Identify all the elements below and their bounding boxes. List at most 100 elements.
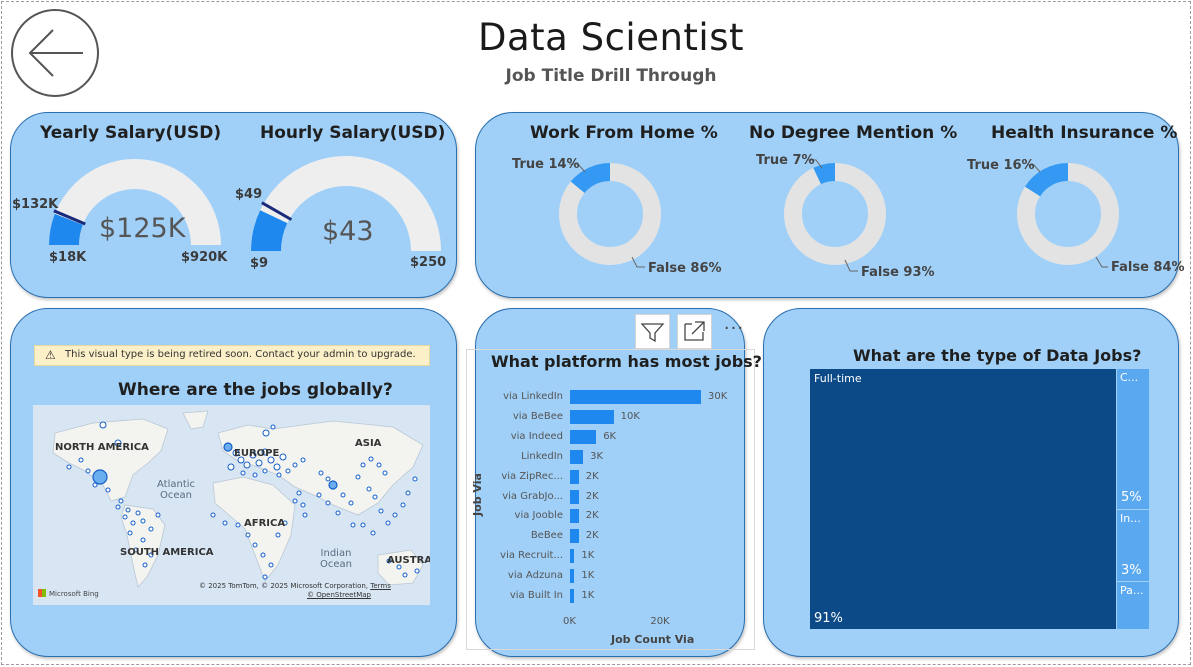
focus-mode-icon	[684, 321, 705, 341]
bar[interactable]	[570, 469, 579, 484]
job-location-marker	[252, 472, 258, 478]
bar-value-label: 30K	[708, 391, 728, 402]
job-location-marker	[249, 451, 257, 459]
treemap-block-part-time[interactable]: Pa...	[1117, 582, 1149, 629]
filter-icon	[640, 323, 665, 343]
bar[interactable]	[570, 429, 597, 444]
bar[interactable]	[570, 549, 575, 564]
job-location-marker	[282, 520, 288, 526]
bar-category-label: LinkedIn	[521, 450, 563, 462]
bar-category-label: via LinkedIn	[503, 391, 563, 402]
job-location-marker	[262, 574, 268, 580]
job-location-marker	[245, 532, 251, 538]
job-location-marker	[402, 572, 408, 578]
job-location-marker	[270, 424, 276, 430]
retirement-warning-text: This visual type is being retired soon. …	[65, 349, 416, 360]
world-landmass	[52, 410, 424, 588]
job-location-marker	[140, 518, 146, 524]
job-location-marker	[115, 504, 121, 510]
bar-category-label: via GrabJo...	[502, 490, 563, 502]
job-location-marker	[385, 520, 391, 526]
job-location-marker	[243, 461, 251, 469]
job-location-marker	[378, 508, 384, 514]
job-location-marker	[400, 502, 406, 508]
job-location-marker	[300, 457, 306, 463]
bar-value-label: 2K	[585, 490, 599, 502]
hourly-max-label: $250	[410, 255, 447, 270]
work-from-home-donut[interactable]	[558, 162, 662, 266]
bar[interactable]	[570, 409, 614, 424]
treemap-block-contractor[interactable]: C... 5%	[1117, 369, 1149, 509]
job-location-marker	[268, 562, 274, 568]
job-location-marker	[135, 510, 141, 516]
bar[interactable]	[570, 589, 575, 603]
bar[interactable]	[570, 569, 575, 584]
job-location-marker	[210, 512, 216, 518]
bar[interactable]	[570, 489, 579, 504]
donut-true-slice-1	[813, 163, 836, 185]
back-button[interactable]	[11, 9, 99, 97]
job-location-marker	[328, 480, 338, 490]
job-location-marker	[122, 514, 128, 520]
yearly-salary-title: Yearly Salary(USD)	[40, 123, 222, 143]
job-location-marker	[318, 470, 324, 476]
map-attribution: © 2025 TomTom, © 2025 Microsoft Corporat…	[199, 582, 391, 590]
job-location-marker	[125, 507, 131, 513]
treemap-label-internship: In...	[1120, 512, 1141, 525]
bar[interactable]	[570, 509, 579, 524]
job-location-marker	[325, 476, 331, 482]
job-location-marker	[279, 453, 287, 461]
job-location-marker	[360, 522, 366, 528]
health-insurance-donut[interactable]	[1016, 162, 1120, 266]
focus-mode-button[interactable]	[677, 314, 712, 349]
job-location-marker	[348, 500, 354, 506]
filter-button[interactable]	[635, 314, 670, 349]
bar-value-label: 1K	[581, 590, 595, 601]
retirement-warning: ⚠ This visual type is being retired soon…	[34, 345, 430, 366]
bar[interactable]	[570, 529, 579, 544]
job-location-marker	[262, 468, 268, 474]
job-location-marker	[66, 464, 72, 470]
job-location-marker	[412, 476, 418, 482]
ocean-label-atlantic: Atlantic Ocean	[156, 479, 196, 501]
continent-label-aus: AUSTRA	[387, 555, 430, 566]
continent-label-na: NORTH AMERICA	[55, 442, 149, 453]
job-location-marker	[392, 512, 398, 518]
bar[interactable]	[570, 390, 701, 404]
jobs-world-map[interactable]: NORTH AMERICA EUROPE ASIA AFRICA SOUTH A…	[33, 405, 430, 605]
platform-card	[475, 308, 745, 657]
treemap-block-full-time[interactable]: Full-time 91%	[810, 369, 1116, 629]
yearly-salary-gauge[interactable]	[40, 145, 230, 255]
terms-link[interactable]: Terms	[370, 582, 391, 590]
treemap-block-internship[interactable]: In... 3%	[1117, 510, 1149, 581]
yearly-salary-value: $125K	[99, 213, 186, 244]
job-location-marker	[260, 552, 266, 558]
treemap-label-contractor: C...	[1120, 371, 1139, 384]
bar[interactable]	[570, 449, 584, 464]
job-location-marker	[92, 482, 98, 488]
job-location-marker	[376, 462, 382, 468]
job-location-marker	[296, 490, 302, 496]
job-location-marker	[370, 530, 376, 536]
hourly-salary-value: $43	[322, 216, 374, 247]
job-location-marker	[148, 526, 154, 532]
donut-title-2: Health Insurance %	[991, 123, 1178, 143]
job-location-marker	[130, 520, 136, 526]
treemap-label-full-time: Full-time	[814, 372, 862, 385]
job-location-markers	[66, 421, 420, 580]
bar-category-label: via Adzuna	[507, 570, 563, 582]
no-degree-donut[interactable]	[783, 162, 887, 266]
job-location-marker	[155, 512, 161, 518]
bar-category-label: via Indeed	[510, 430, 563, 442]
osm-link[interactable]: © OpenStreetMap	[307, 591, 371, 599]
treemap-title: What are the type of Data Jobs?	[853, 346, 1142, 365]
hourly-salary-gauge[interactable]	[250, 145, 442, 255]
continent-label-asia: ASIA	[355, 438, 382, 449]
job-location-marker	[78, 457, 84, 463]
job-location-marker	[227, 463, 235, 471]
job-location-marker	[105, 487, 111, 493]
more-options-button[interactable]: ···	[723, 318, 745, 339]
job-location-marker	[368, 456, 374, 462]
job-location-marker	[360, 462, 366, 468]
